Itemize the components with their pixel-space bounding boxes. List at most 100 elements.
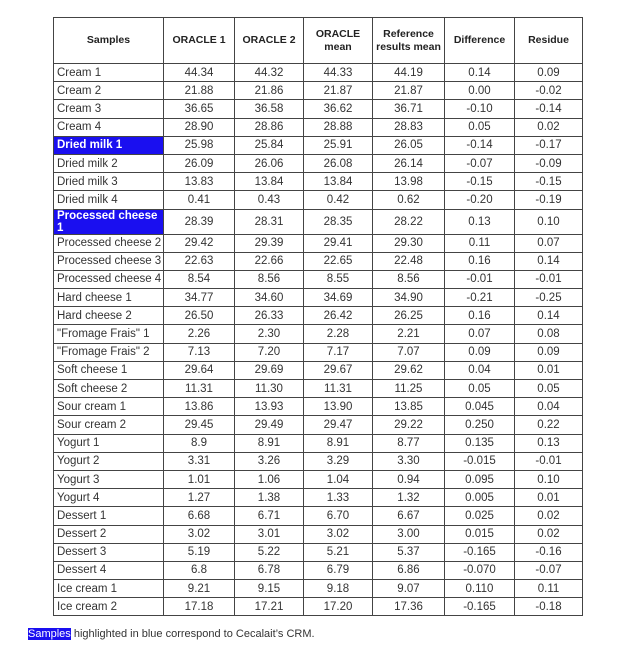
value-cell: 0.09 [514, 342, 583, 362]
value-cell: 0.01 [514, 488, 583, 508]
sample-name-cell: Yogurt 1 [53, 433, 164, 453]
value-cell: -0.015 [444, 451, 515, 471]
sample-name-cell: Sour cream 2 [53, 415, 164, 435]
value-cell: 25.98 [163, 135, 235, 155]
sample-name-cell: "Fromage Frais" 1 [53, 324, 164, 344]
value-cell: 21.87 [303, 81, 373, 101]
value-cell: 6.79 [303, 560, 373, 581]
value-cell: 0.13 [514, 433, 583, 453]
value-cell: 5.21 [303, 542, 373, 562]
table-row: Dried milk 1 25.98 25.84 25.91 26.05 -0.14 -0.… [53, 135, 583, 155]
value-cell: 29.64 [163, 360, 235, 381]
value-cell: 13.98 [372, 172, 445, 192]
footnote-highlight: Samples [28, 628, 71, 640]
value-cell: 0.01 [514, 360, 583, 381]
value-cell: 17.18 [163, 597, 235, 617]
table-row: Hard cheese 1 34.77 34.60 34.69 34.90 -0.21 -0… [53, 288, 583, 308]
value-cell: 0.045 [444, 397, 515, 417]
sample-name-cell: Processed cheese 4 [53, 269, 164, 290]
value-cell: 26.50 [163, 306, 235, 326]
value-cell: 26.05 [372, 135, 445, 155]
value-cell: 26.14 [372, 153, 445, 174]
value-cell: 28.90 [163, 117, 235, 137]
value-cell: 44.33 [303, 62, 373, 83]
table-row: Dessert 1 6.68 6.71 6.70 6.67 0.025 0.02 [53, 506, 583, 526]
value-cell: 0.16 [444, 306, 515, 326]
value-cell: 0.02 [514, 524, 583, 544]
value-cell: 17.20 [303, 597, 373, 617]
value-cell: 28.31 [234, 208, 304, 235]
value-cell: 0.015 [444, 524, 515, 544]
sample-name-cell: "Fromage Frais" 2 [53, 342, 164, 362]
value-cell: 0.14 [514, 251, 583, 271]
value-cell: 0.00 [444, 81, 515, 101]
value-cell: 2.30 [234, 324, 304, 344]
value-cell: 0.07 [514, 233, 583, 253]
value-cell: 7.20 [234, 342, 304, 362]
sample-name-cell: Dessert 4 [53, 560, 164, 581]
value-cell: 28.83 [372, 117, 445, 137]
value-cell: -0.16 [514, 542, 583, 562]
table-row: Processed cheese 3 22.63 22.66 22.65 22.48 0.… [53, 251, 583, 271]
table-row: Processed cheese 1 28.39 28.31 28.35 28.22 0.… [53, 208, 583, 235]
value-cell: 8.54 [163, 269, 235, 290]
value-cell: 13.93 [234, 397, 304, 417]
value-cell: 6.68 [163, 506, 235, 526]
table-row: Cream 2 21.88 21.86 21.87 21.87 0.00 -0.02 [53, 81, 583, 101]
table-row: Yogurt 4 1.27 1.38 1.33 1.32 0.005 0.01 [53, 488, 583, 508]
value-cell: 36.58 [234, 99, 304, 119]
value-cell: 22.48 [372, 251, 445, 271]
value-cell: 29.45 [163, 415, 235, 435]
value-cell: 3.30 [372, 451, 445, 471]
value-cell: -0.07 [514, 560, 583, 581]
value-cell: 8.91 [303, 433, 373, 453]
value-cell: 28.22 [372, 208, 445, 235]
sample-name-cell: Ice cream 1 [53, 579, 164, 599]
value-cell: -0.14 [514, 99, 583, 119]
value-cell: 25.91 [303, 135, 373, 155]
value-cell: 2.21 [372, 324, 445, 344]
value-cell: 13.83 [163, 172, 235, 192]
value-cell: 0.16 [444, 251, 515, 271]
value-cell: 0.135 [444, 433, 515, 453]
value-cell: 29.69 [234, 360, 304, 381]
sample-name-cell: Sour cream 1 [53, 397, 164, 417]
value-cell: 0.09 [444, 342, 515, 362]
sample-name-cell: Processed cheese 1 [53, 208, 164, 235]
value-cell: 44.34 [163, 62, 235, 83]
sample-name-cell: Dried milk 4 [53, 190, 164, 210]
value-cell: -0.165 [444, 542, 515, 562]
value-cell: 22.66 [234, 251, 304, 271]
sample-name-cell: Processed cheese 3 [53, 251, 164, 271]
table-row: Yogurt 1 8.9 8.91 8.91 8.77 0.135 0.13 [53, 433, 583, 453]
value-cell: 44.19 [372, 62, 445, 83]
value-cell: 34.77 [163, 288, 235, 308]
value-cell: 1.33 [303, 488, 373, 508]
column-header: Samples [53, 17, 164, 64]
value-cell: 0.14 [444, 62, 515, 83]
value-cell: 0.22 [514, 415, 583, 435]
value-cell: 2.26 [163, 324, 235, 344]
value-cell: 21.88 [163, 81, 235, 101]
footnote-text: highlighted in blue correspond to Cecala… [70, 628, 315, 640]
value-cell: 21.86 [234, 81, 304, 101]
value-cell: 17.36 [372, 597, 445, 617]
sample-name-cell: Ice cream 2 [53, 597, 164, 617]
value-cell: 6.67 [372, 506, 445, 526]
value-cell: 0.110 [444, 579, 515, 599]
sample-name-cell: Dessert 1 [53, 506, 164, 526]
table-row: Processed cheese 2 29.42 29.39 29.41 29.30 0.… [53, 233, 583, 253]
value-cell: 0.11 [514, 579, 583, 599]
value-cell: 9.15 [234, 579, 304, 599]
value-cell: 36.65 [163, 99, 235, 119]
column-header: Residue [514, 17, 583, 64]
value-cell: 0.62 [372, 190, 445, 210]
value-cell: 6.86 [372, 560, 445, 581]
value-cell: 7.17 [303, 342, 373, 362]
value-cell: 9.07 [372, 579, 445, 599]
value-cell: 6.78 [234, 560, 304, 581]
table-row: Soft cheese 2 11.31 11.30 11.31 11.25 0.05 0.0… [53, 378, 583, 399]
value-cell: 5.19 [163, 542, 235, 562]
value-cell: 0.41 [163, 190, 235, 210]
value-cell: 0.02 [514, 506, 583, 526]
